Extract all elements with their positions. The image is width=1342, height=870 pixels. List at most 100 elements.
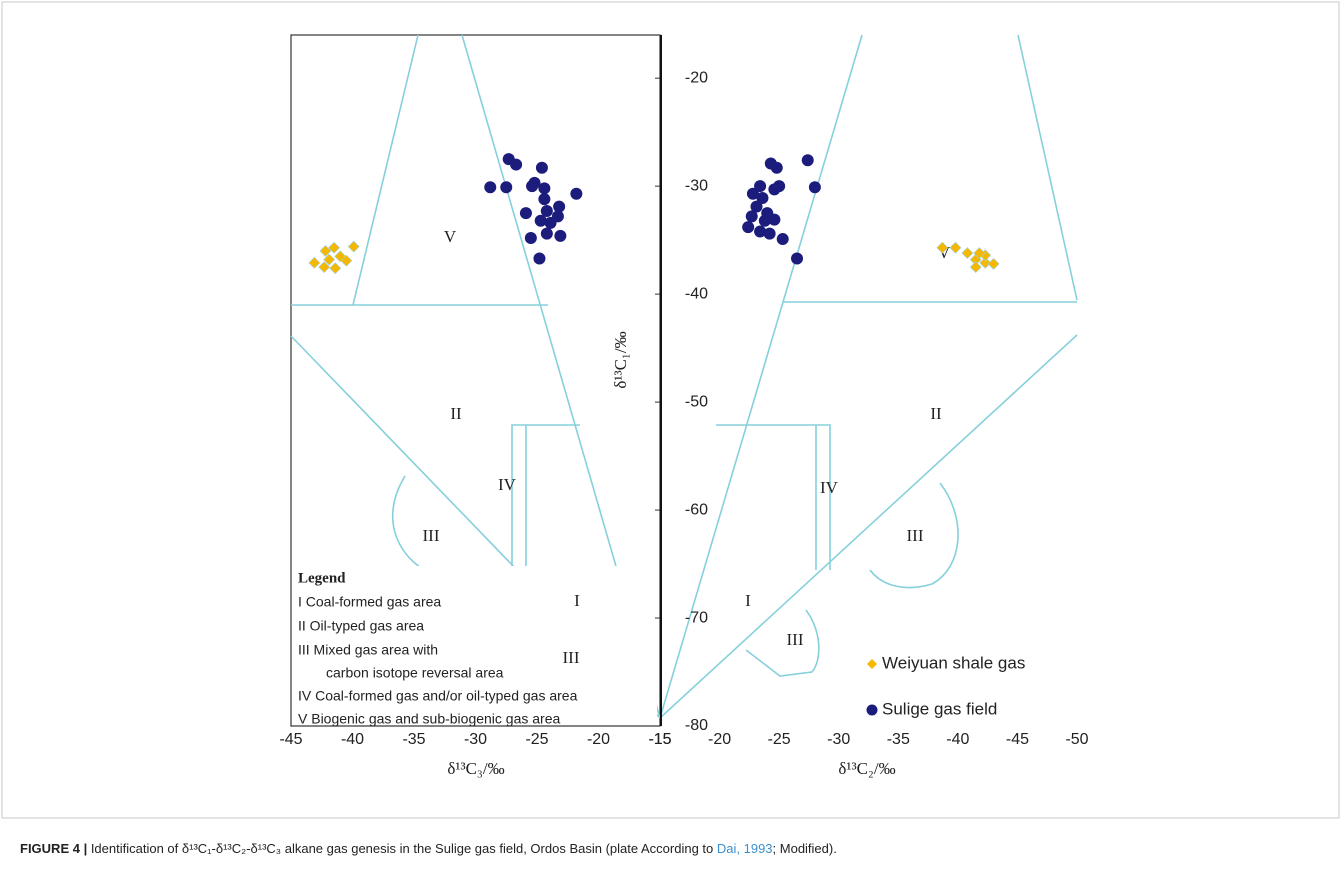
point	[318, 261, 331, 274]
point	[538, 182, 551, 195]
point	[763, 227, 776, 240]
point	[323, 253, 336, 266]
point	[524, 231, 537, 244]
point	[308, 256, 321, 269]
x-tick-label: -40	[341, 731, 364, 748]
x-tick-label: -45	[1006, 731, 1029, 748]
point	[554, 229, 567, 242]
y-tick-label: -50	[685, 393, 708, 410]
region-label: II	[450, 404, 462, 423]
caption-link[interactable]: Dai, 1993	[717, 841, 773, 856]
point	[329, 262, 342, 275]
x-tick-label: -20	[708, 731, 731, 748]
point	[484, 181, 497, 194]
point	[808, 181, 821, 194]
point	[553, 200, 566, 213]
legend-item: II Oil-typed gas area	[298, 618, 424, 634]
point	[570, 187, 583, 200]
right-boundaries	[659, 34, 1078, 719]
point	[773, 180, 786, 193]
y-tick-label: -40	[685, 285, 708, 302]
point	[535, 161, 548, 174]
point	[347, 240, 360, 253]
right-iii-curves	[745, 482, 959, 677]
legend-item: I Coal-formed gas area	[298, 594, 441, 610]
x-axis-label: δ¹³C₃/‰	[447, 759, 504, 778]
point	[754, 225, 767, 238]
legend-marker	[867, 659, 877, 669]
x-tick-label: -30	[827, 731, 850, 748]
point	[770, 161, 783, 174]
y-tick-label: -70	[685, 609, 708, 626]
point	[334, 250, 347, 263]
caption: FIGURE 4 | Identification of δ¹³C₁-δ¹³C₂…	[20, 841, 837, 856]
point	[519, 207, 532, 220]
point	[754, 180, 767, 193]
legend-item: IV Coal-formed gas and/or oil-typed gas …	[298, 688, 578, 704]
point	[949, 241, 962, 254]
left-boundaries	[290, 34, 661, 719]
y-axis-label: δ¹³C₁/‰	[611, 331, 630, 388]
x-tick-label: -50	[1065, 731, 1088, 748]
point	[745, 210, 758, 223]
point	[750, 200, 763, 213]
region-label: IV	[820, 478, 839, 497]
caption-text: ; Modified).	[773, 841, 837, 856]
x-tick-label: -25	[525, 731, 548, 748]
point	[540, 204, 553, 217]
y-tick-label: -60	[685, 501, 708, 518]
x-tick-label: -35	[887, 731, 910, 748]
point	[746, 187, 759, 200]
point	[528, 176, 541, 189]
region-label: III	[787, 630, 804, 649]
region-label: I	[574, 591, 580, 610]
legend-item: carbon isotope reversal area	[326, 665, 504, 681]
point	[761, 207, 774, 220]
caption-label: FIGURE 4 |	[20, 841, 87, 856]
point	[500, 181, 513, 194]
x-tick-label: -35	[402, 731, 425, 748]
point	[756, 192, 769, 205]
x-axis-label: δ¹³C₂/‰	[838, 759, 895, 778]
point	[979, 256, 992, 269]
point	[510, 158, 523, 171]
x-tick-label: -45	[279, 731, 302, 748]
point	[801, 154, 814, 167]
caption-text: Identification of δ¹³C₁-δ¹³C₂-δ¹³C₃ alka…	[87, 841, 717, 856]
region-label: II	[930, 404, 942, 423]
region-label: III	[563, 648, 580, 667]
figure-border	[1, 1, 1340, 819]
point	[936, 241, 949, 254]
point	[319, 245, 332, 257]
point	[742, 221, 755, 234]
point	[533, 252, 546, 265]
legend-box	[295, 566, 657, 724]
y-tick-label: -80	[685, 717, 708, 734]
x-tick-label: -20	[587, 731, 610, 748]
point	[534, 214, 547, 227]
region-label: III	[423, 526, 440, 545]
legend-item: III Mixed gas area with	[298, 642, 438, 658]
y-tick-label: -20	[685, 69, 708, 86]
point	[776, 233, 789, 246]
region-label: I	[745, 591, 751, 610]
region-label: III	[907, 526, 924, 545]
x-tick-label: -15	[648, 731, 671, 748]
point	[328, 241, 340, 254]
point	[540, 227, 553, 240]
point	[791, 252, 804, 265]
legend-marker	[866, 704, 878, 716]
point	[551, 210, 564, 223]
point	[987, 257, 1000, 270]
x-tick-label: -30	[464, 731, 487, 748]
x-tick-label: -25	[768, 731, 791, 748]
point	[969, 261, 982, 274]
y-tick-label: -30	[685, 177, 708, 194]
x-tick-label: -15	[648, 731, 671, 748]
point	[538, 193, 551, 206]
legend-item: V Biogenic gas and sub-biogenic gas area	[298, 711, 561, 727]
region-label: IV	[498, 475, 517, 494]
legend-title: Legend	[298, 570, 346, 586]
region-label: V	[444, 227, 457, 246]
legend-label: Weiyuan shale gas	[882, 653, 1025, 672]
